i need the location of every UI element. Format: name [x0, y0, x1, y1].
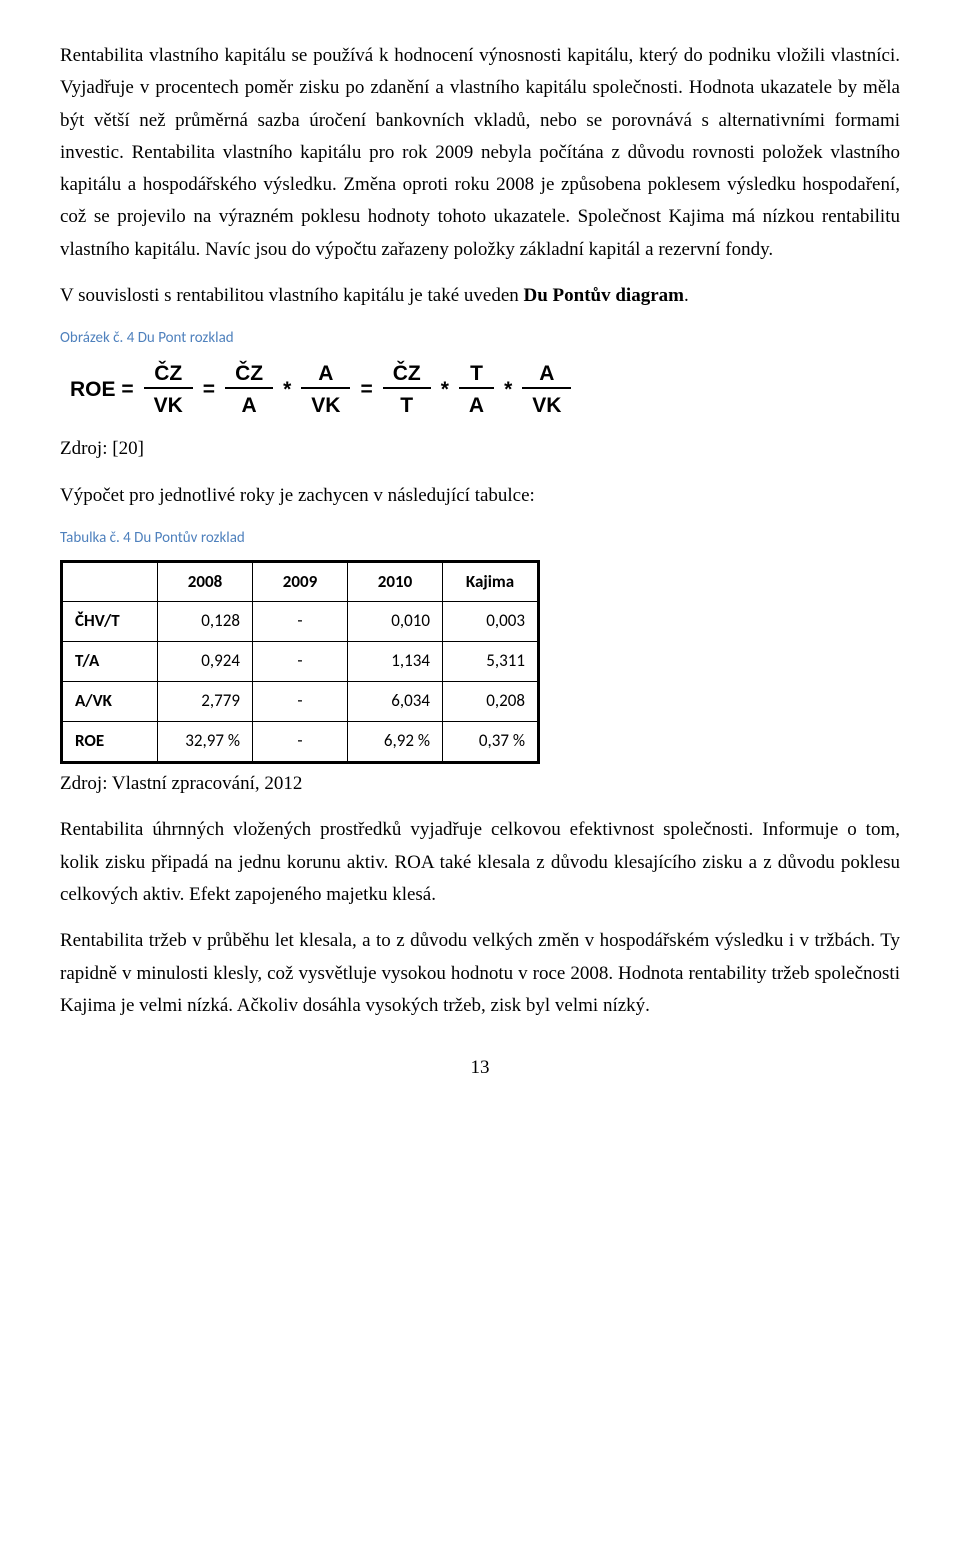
table-cell: 0,128 — [158, 602, 253, 642]
paragraph-4: Rentabilita úhrnných vložených prostředk… — [60, 814, 900, 911]
p2-bold: Du Pontův diagram — [524, 285, 684, 306]
table-cell: - — [253, 602, 348, 642]
table-row: ČHV/T 0,128 - 0,010 0,003 — [62, 602, 539, 642]
table-cell: 0,37 % — [443, 722, 539, 763]
table-header-2010: 2010 — [348, 561, 443, 602]
table-cell: 1,134 — [348, 642, 443, 682]
p2-prefix: V souvislosti s rentabilitou vlastního k… — [60, 285, 524, 306]
table-cell: 6,92 % — [348, 722, 443, 763]
table-cell: 0,924 — [158, 642, 253, 682]
formula-t-1: T — [459, 360, 494, 388]
formula-t-2: T — [383, 388, 431, 419]
table-cell: 0,003 — [443, 602, 539, 642]
table-row: ROE 32,97 % - 6,92 % 0,37 % — [62, 722, 539, 763]
table-cell: ČHV/T — [62, 602, 158, 642]
table-cell: 6,034 — [348, 682, 443, 722]
page-number: 13 — [60, 1052, 900, 1084]
table-cell: - — [253, 682, 348, 722]
table-cell: - — [253, 722, 348, 763]
formula-a-3: A — [225, 388, 273, 419]
formula-eq-1: = — [193, 360, 225, 420]
table-cell: 5,311 — [443, 642, 539, 682]
paragraph-2: V souvislosti s rentabilitou vlastního k… — [60, 280, 900, 312]
table-cell: - — [253, 642, 348, 682]
p2-suffix: . — [684, 285, 689, 306]
dupont-table: 2008 2009 2010 Kajima ČHV/T 0,128 - 0,01… — [60, 560, 540, 764]
table-row: A/VK 2,779 - 6,034 0,208 — [62, 682, 539, 722]
formula-vk-3: VK — [522, 388, 571, 419]
table-header-2009: 2009 — [253, 561, 348, 602]
table-header-kajima: Kajima — [443, 561, 539, 602]
dupont-formula: ROE = ČZ = ČZ * A = ČZ * T * A VK A VK T… — [60, 360, 900, 420]
formula-a-2: A — [522, 360, 571, 388]
formula-vk-2: VK — [301, 388, 350, 419]
formula-cz-3: ČZ — [383, 360, 431, 388]
table-header-row: 2008 2009 2010 Kajima — [62, 561, 539, 602]
formula-eq-2: = — [350, 360, 382, 420]
formula-table: ROE = ČZ = ČZ * A = ČZ * T * A VK A VK T… — [60, 360, 571, 420]
formula-star-2: * — [431, 360, 459, 420]
formula-vk-1: VK — [144, 388, 193, 419]
table-header-2008: 2008 — [158, 561, 253, 602]
source-1: Zdroj: [20] — [60, 433, 900, 465]
table-header-blank — [62, 561, 158, 602]
formula-cz-2: ČZ — [225, 360, 273, 388]
paragraph-1: Rentabilita vlastního kapitálu se použív… — [60, 40, 900, 266]
formula-star-3: * — [494, 360, 522, 420]
table-cell: ROE — [62, 722, 158, 763]
table-cell: 2,779 — [158, 682, 253, 722]
formula-cz-1: ČZ — [144, 360, 193, 388]
table-cell: 0,010 — [348, 602, 443, 642]
table-row: T/A 0,924 - 1,134 5,311 — [62, 642, 539, 682]
paragraph-5: Rentabilita tržeb v průběhu let klesala,… — [60, 925, 900, 1022]
formula-star-1: * — [273, 360, 301, 420]
table-cell: A/VK — [62, 682, 158, 722]
table-cell: 0,208 — [443, 682, 539, 722]
table-cell: T/A — [62, 642, 158, 682]
paragraph-3: Výpočet pro jednotlivé roky je zachycen … — [60, 480, 900, 512]
formula-a-1: A — [301, 360, 350, 388]
table-caption-4: Tabulka č. 4 Du Pontův rozklad — [60, 526, 900, 552]
figure-caption-4: Obrázek č. 4 Du Pont rozklad — [60, 326, 900, 352]
formula-a-4: A — [459, 388, 494, 419]
table-cell: 32,97 % — [158, 722, 253, 763]
source-2: Zdroj: Vlastní zpracování, 2012 — [60, 768, 900, 800]
formula-lhs: ROE = — [60, 360, 144, 420]
